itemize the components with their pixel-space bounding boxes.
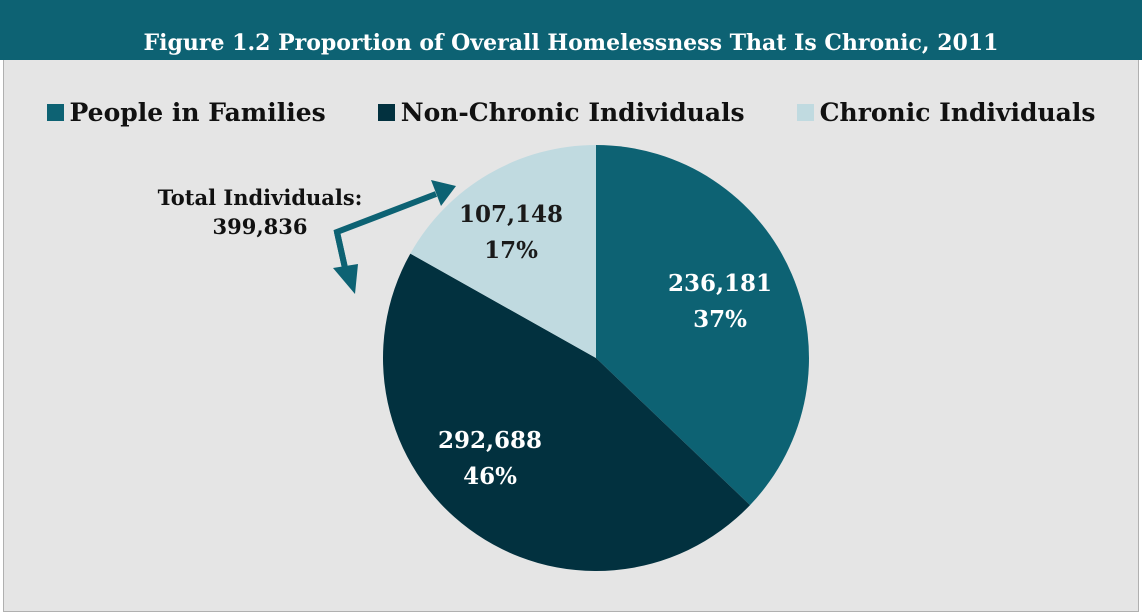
legend-swatch [796,103,814,121]
arrow-down-head [333,264,358,294]
pie-slices [382,145,809,571]
slice-value-label: 107,148 [459,201,563,228]
slice-percent-label: 17% [484,237,538,264]
arrow-down [334,231,348,269]
annotation-arrows [333,180,456,294]
legend-item-people-in-families: People in Families [46,97,326,127]
pie-slice-chronic-individuals [410,145,596,358]
slice-value-label: 292,688 [438,427,542,454]
arrow-to-chronic-individuals-head [431,180,456,206]
legend-label: People in Families [69,97,326,127]
slice-value-label: 236,181 [668,270,772,297]
legend-item-non-chronic-individuals: Non-Chronic Individuals [377,97,745,127]
title-bar: Figure 1.2 Proportion of Overall Homeles… [0,0,1142,60]
slice-percent-label: 37% [693,306,747,333]
annotation-label: Total Individuals: [157,185,363,210]
slice-labels: 236,181 37% 292,688 46% 107,148 17% [438,201,772,490]
slice-percent-label: 46% [463,463,517,490]
pie-slice-non-chronic-individuals [382,253,751,571]
total-individuals-annotation: Total Individuals: 399,836 [140,183,380,242]
pie-slice-people-in-families [596,145,809,506]
legend-swatch [46,103,64,121]
legend-swatch [377,103,395,121]
chart-title: Figure 1.2 Proportion of Overall Homeles… [143,30,999,56]
legend-item-chronic-individuals: Chronic Individuals [796,97,1096,127]
legend-label: Chronic Individuals [819,97,1096,127]
legend-label: Non-Chronic Individuals [400,97,745,127]
legend: People in Families Non-Chronic Individua… [0,90,1142,134]
annotation-value: 399,836 [212,214,308,240]
